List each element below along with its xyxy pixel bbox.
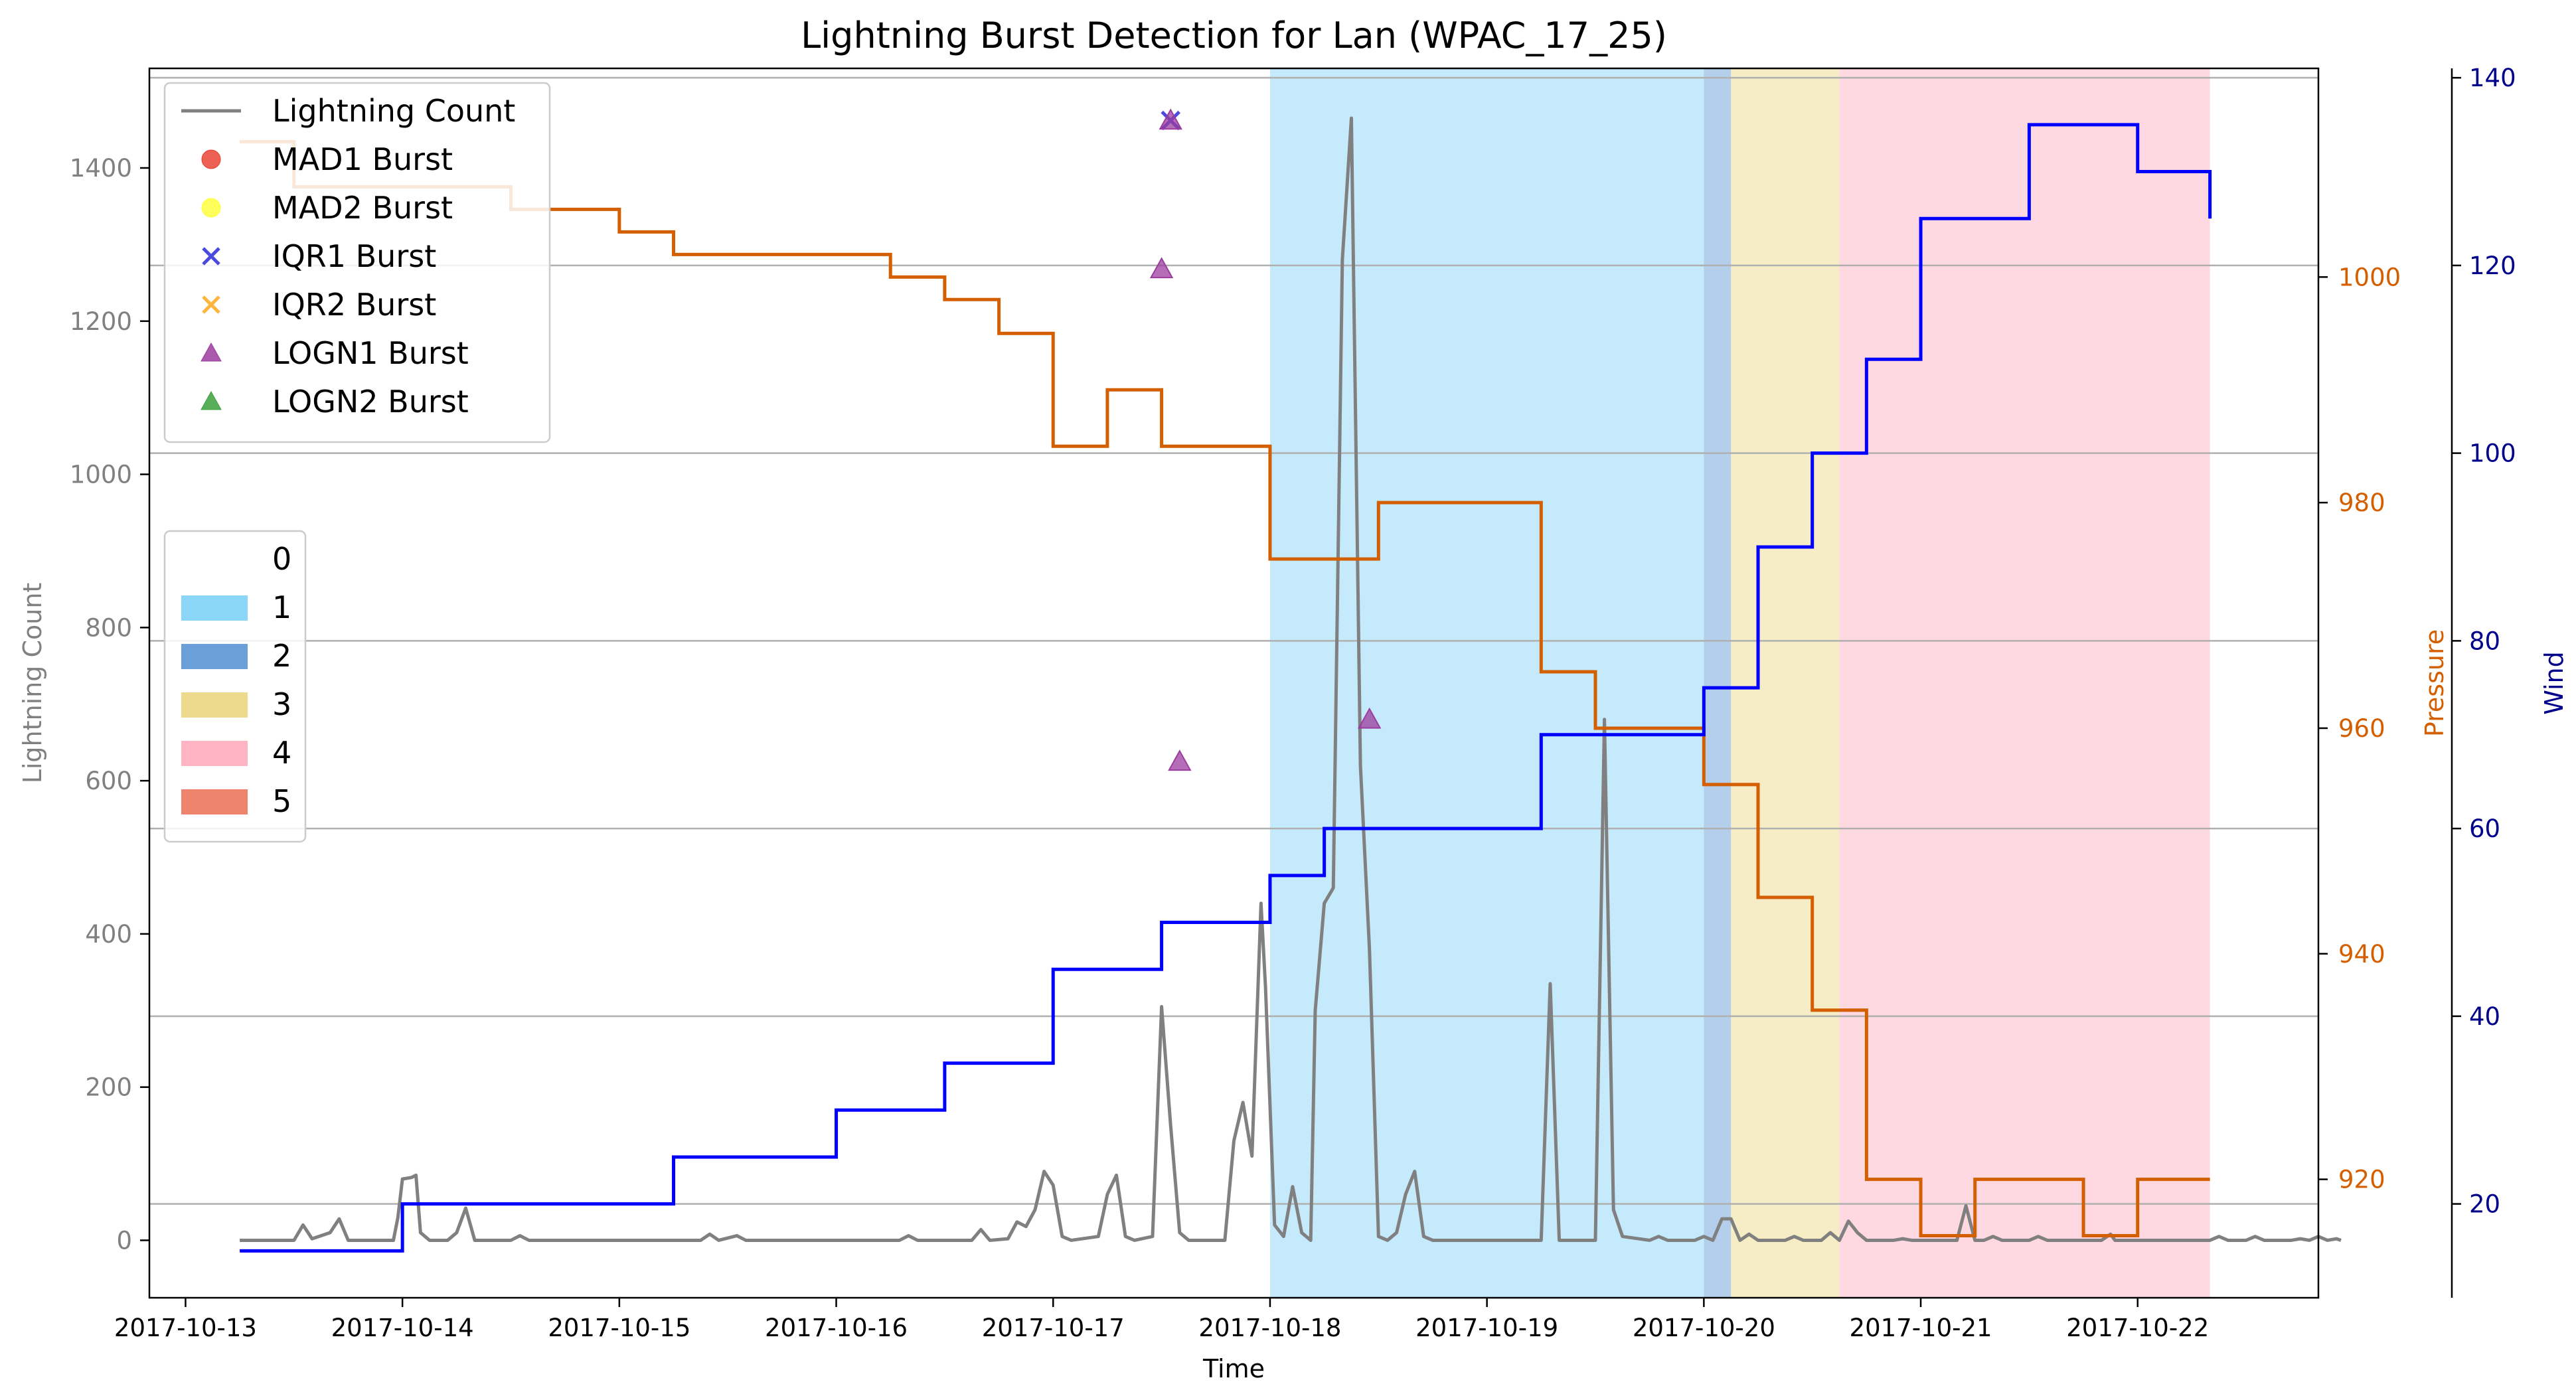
- logn1-burst-marker: [1149, 257, 1174, 279]
- y-tick-label-lightning: 400: [85, 920, 132, 949]
- x-tick-label: 2017-10-22: [2066, 1314, 2209, 1342]
- burst-markers: [1149, 108, 1382, 771]
- legend-triangle-swatch: [201, 342, 222, 362]
- legend-bursts: Lightning Count MAD1 Burst MAD2 Burst IQR1 …: [163, 82, 551, 443]
- legend-entry-label: IQR1 Burst: [272, 238, 436, 274]
- legend-triangle-swatch: [201, 390, 222, 410]
- y-tick-label-pressure: 1000: [2338, 263, 2401, 291]
- x-tick-label: 2017-10-13: [114, 1314, 257, 1342]
- y-axis-label-pressure: Pressure: [2420, 629, 2449, 737]
- legend-entry-label: IQR2 Burst: [272, 287, 436, 323]
- category-span-3: [1731, 68, 1840, 1298]
- y-tick-label-lightning: 0: [116, 1226, 132, 1255]
- legend-entry-label: LOGN1 Burst: [272, 335, 469, 371]
- legend-category-swatch: [181, 741, 248, 766]
- legend-category-label: 0: [272, 541, 291, 577]
- wind-line: [240, 123, 2212, 1253]
- y-tick-label-pressure: 920: [2338, 1166, 2385, 1194]
- x-tick-label: 2017-10-21: [1850, 1314, 1992, 1342]
- legend-category-label: 3: [272, 686, 291, 722]
- legend-category-label: 4: [272, 735, 291, 771]
- chart-title: Lightning Burst Detection for Lan (WPAC_…: [801, 15, 1667, 56]
- y-axis-label-wind: Wind: [2539, 651, 2569, 715]
- y-tick-label-pressure: 980: [2338, 489, 2385, 517]
- logn1-burst-marker: [1357, 707, 1382, 729]
- category-spans: [1269, 68, 2210, 1298]
- y-tick-label-lightning: 1200: [70, 307, 132, 336]
- y-tick-label-lightning: 600: [85, 767, 132, 795]
- legend-category-swatch: [181, 789, 248, 814]
- legend-circle-swatch: [201, 149, 221, 169]
- plot-frame: [148, 67, 2320, 1299]
- x-tick-label: 2017-10-19: [1415, 1314, 1558, 1342]
- logn1-burst-marker: [1159, 108, 1182, 130]
- x-tick-label: 2017-10-15: [548, 1314, 690, 1342]
- legend-circle-swatch: [201, 198, 221, 218]
- legend-entry-label: LOGN2 Burst: [272, 384, 469, 420]
- legend-category-swatch: [181, 692, 248, 718]
- legend-category-swatch: [181, 644, 248, 669]
- y-tick-label-lightning: 1000: [70, 461, 132, 489]
- legend-category-label: 5: [272, 783, 291, 819]
- category-span-2: [1704, 68, 1731, 1298]
- y-tick-label-lightning: 800: [85, 613, 132, 642]
- series-layer: [240, 116, 2342, 1253]
- legend-entry-label: MAD1 Burst: [272, 141, 453, 177]
- y-tick-label-wind: 60: [2469, 814, 2500, 843]
- y-tick-label-wind: 40: [2469, 1002, 2500, 1031]
- x-tick-label: 2017-10-18: [1198, 1314, 1341, 1342]
- y-tick-label-wind: 20: [2469, 1190, 2500, 1219]
- legend-x-swatch: [202, 247, 220, 266]
- legend-category-label: 1: [272, 589, 291, 625]
- logn1-burst-marker: [1168, 749, 1192, 771]
- legend-category-swatch: [181, 595, 248, 621]
- category-span-4: [1839, 68, 2210, 1298]
- legend-categories: 0 1 2 3 4 5: [163, 530, 307, 843]
- x-axis-label: Time: [1202, 1354, 1265, 1383]
- y-tick-label-wind: 140: [2469, 64, 2516, 92]
- legend-bursts-box: [163, 82, 551, 443]
- y-tick-label-wind: 80: [2469, 627, 2500, 655]
- y-tick-label-lightning: 200: [85, 1073, 132, 1102]
- y-axis-label-lightning: Lightning Count: [18, 583, 47, 784]
- x-tick-label: 2017-10-14: [331, 1314, 474, 1342]
- y-tick-label-wind: 100: [2469, 439, 2516, 468]
- axes: 2017-10-13 2017-10-14 2017-10-15 2017-10-16…: [70, 64, 2516, 1342]
- legend-x-swatch: [202, 295, 220, 314]
- legend-category-swatch: [181, 547, 248, 572]
- x-tick-label: 2017-10-17: [982, 1314, 1125, 1342]
- pressure-line: [240, 139, 2210, 1238]
- y-tick-label-lightning: 1400: [70, 154, 132, 183]
- legend-entry-label: MAD2 Burst: [272, 190, 453, 226]
- y-tick-label-wind: 120: [2469, 252, 2516, 280]
- legend-entry-label: Lightning Count: [272, 93, 515, 129]
- lightning-count-line: [240, 116, 2342, 1242]
- x-tick-label: 2017-10-20: [1633, 1314, 1775, 1342]
- y-tick-label-pressure: 940: [2338, 940, 2385, 969]
- legend-category-label: 2: [272, 638, 291, 674]
- y-tick-label-pressure: 960: [2338, 714, 2385, 743]
- x-tick-label: 2017-10-16: [765, 1314, 908, 1342]
